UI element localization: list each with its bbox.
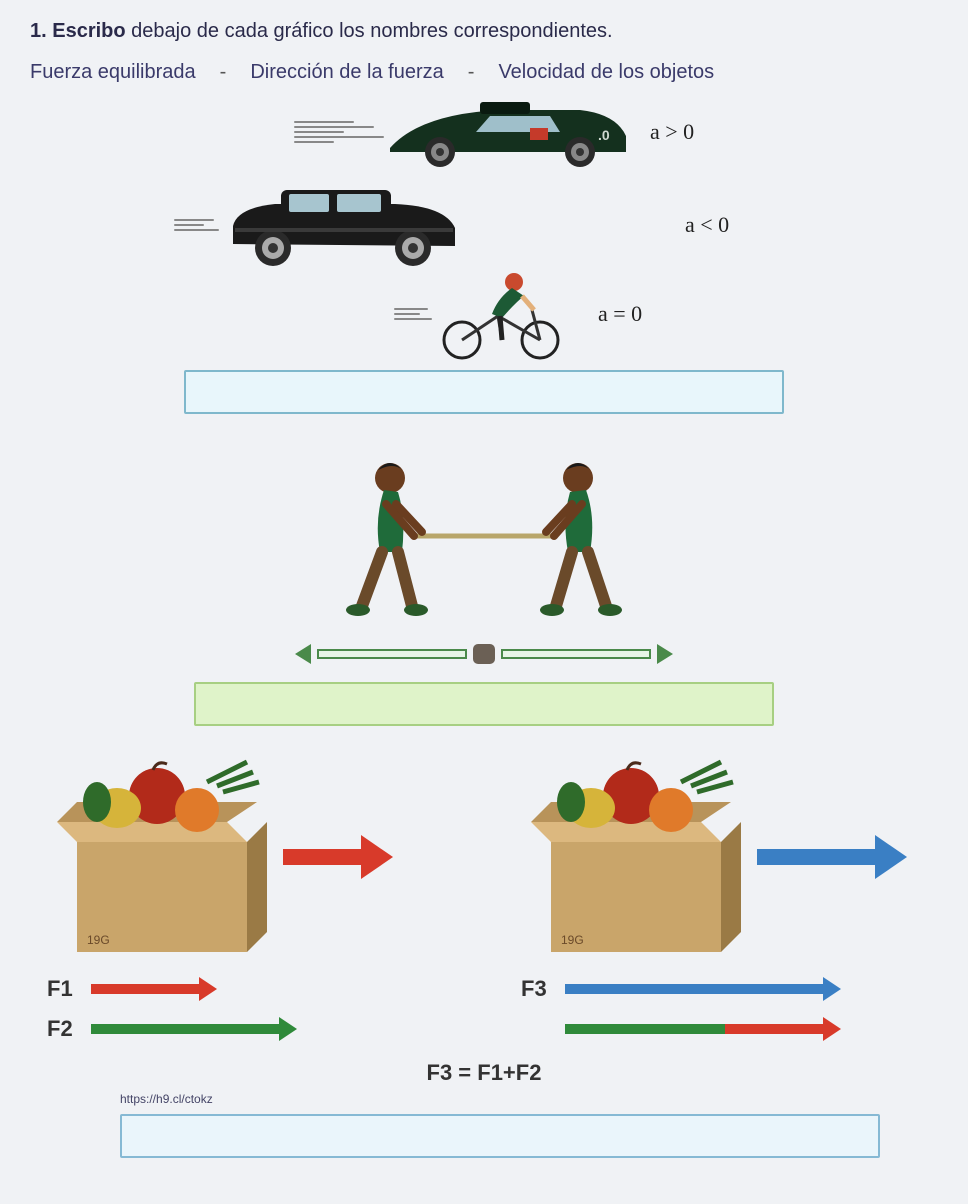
arrow-right-icon	[657, 644, 673, 664]
cyclist-icon	[428, 268, 578, 360]
f2-label: F2	[47, 1016, 81, 1042]
force-f1: F1	[47, 976, 281, 1002]
accel-row-zero: a = 0	[394, 268, 642, 360]
force-col-left: 19G F1 F2	[47, 752, 447, 1042]
answer-box-3[interactable]	[120, 1114, 880, 1158]
svg-text:19G: 19G	[87, 933, 110, 947]
accel-label-zero: a = 0	[598, 301, 642, 327]
svg-text:.0: .0	[598, 127, 610, 143]
svg-text:19G: 19G	[561, 933, 584, 947]
box-arrow-blue-icon	[757, 827, 907, 887]
platform-left	[317, 649, 467, 659]
option-a: Fuerza equilibrada	[30, 61, 196, 84]
combined-spacer	[521, 1016, 555, 1042]
section-forces: 19G F1 F2	[30, 752, 938, 1158]
section-tug	[30, 440, 938, 726]
f1-label: F1	[47, 976, 81, 1002]
force-f2: F2	[47, 1016, 281, 1042]
fruit-box-right-icon: 19G	[521, 752, 751, 962]
speed-lines-icon	[174, 219, 219, 231]
accel-row-pos: .0 a > 0	[294, 96, 694, 168]
section-velocity: .0 a > 0 a < 0	[30, 96, 938, 414]
arrow-left-icon	[295, 644, 311, 664]
box-arrow-red-icon	[283, 827, 393, 887]
force-combined	[521, 1016, 825, 1042]
accel-label-pos: a > 0	[650, 119, 694, 145]
platforms	[295, 644, 673, 664]
accel-graphic: .0 a > 0 a < 0	[114, 96, 854, 356]
force-col-right: 19G F3	[521, 752, 921, 1042]
force-f3: F3	[521, 976, 825, 1002]
speed-lines-icon	[394, 308, 432, 320]
answer-box-1[interactable]	[184, 370, 784, 414]
center-block-icon	[473, 644, 495, 664]
boy-left-icon	[346, 463, 428, 616]
oldcar-icon	[215, 182, 465, 268]
instruction-verb: Escribo	[52, 20, 125, 42]
answer-box-2[interactable]	[194, 682, 774, 726]
fruit-box-left-icon: 19G	[47, 752, 277, 962]
tug-graphic	[294, 440, 674, 640]
instruction: 1. Escribo debajo de cada gráfico los no…	[30, 20, 938, 43]
option-c: Velocidad de los objetos	[498, 61, 714, 84]
platform-right	[501, 649, 651, 659]
source-link: https://h9.cl/ctokz	[120, 1092, 938, 1106]
option-b: Dirección de la fuerza	[250, 61, 443, 84]
instruction-rest: debajo de cada gráfico los nombres corre…	[131, 20, 612, 42]
accel-row-neg: a < 0	[174, 182, 729, 268]
speed-lines-icon	[294, 121, 384, 143]
force-formula: F3 = F1+F2	[30, 1060, 938, 1086]
f3-label: F3	[521, 976, 555, 1002]
racecar-icon: .0	[380, 96, 630, 168]
separator: -	[468, 61, 475, 84]
boy-right-icon	[540, 463, 622, 616]
instruction-number: 1.	[30, 20, 47, 42]
accel-label-neg: a < 0	[685, 212, 729, 238]
options-row: Fuerza equilibrada - Dirección de la fue…	[30, 61, 938, 84]
separator: -	[220, 61, 227, 84]
